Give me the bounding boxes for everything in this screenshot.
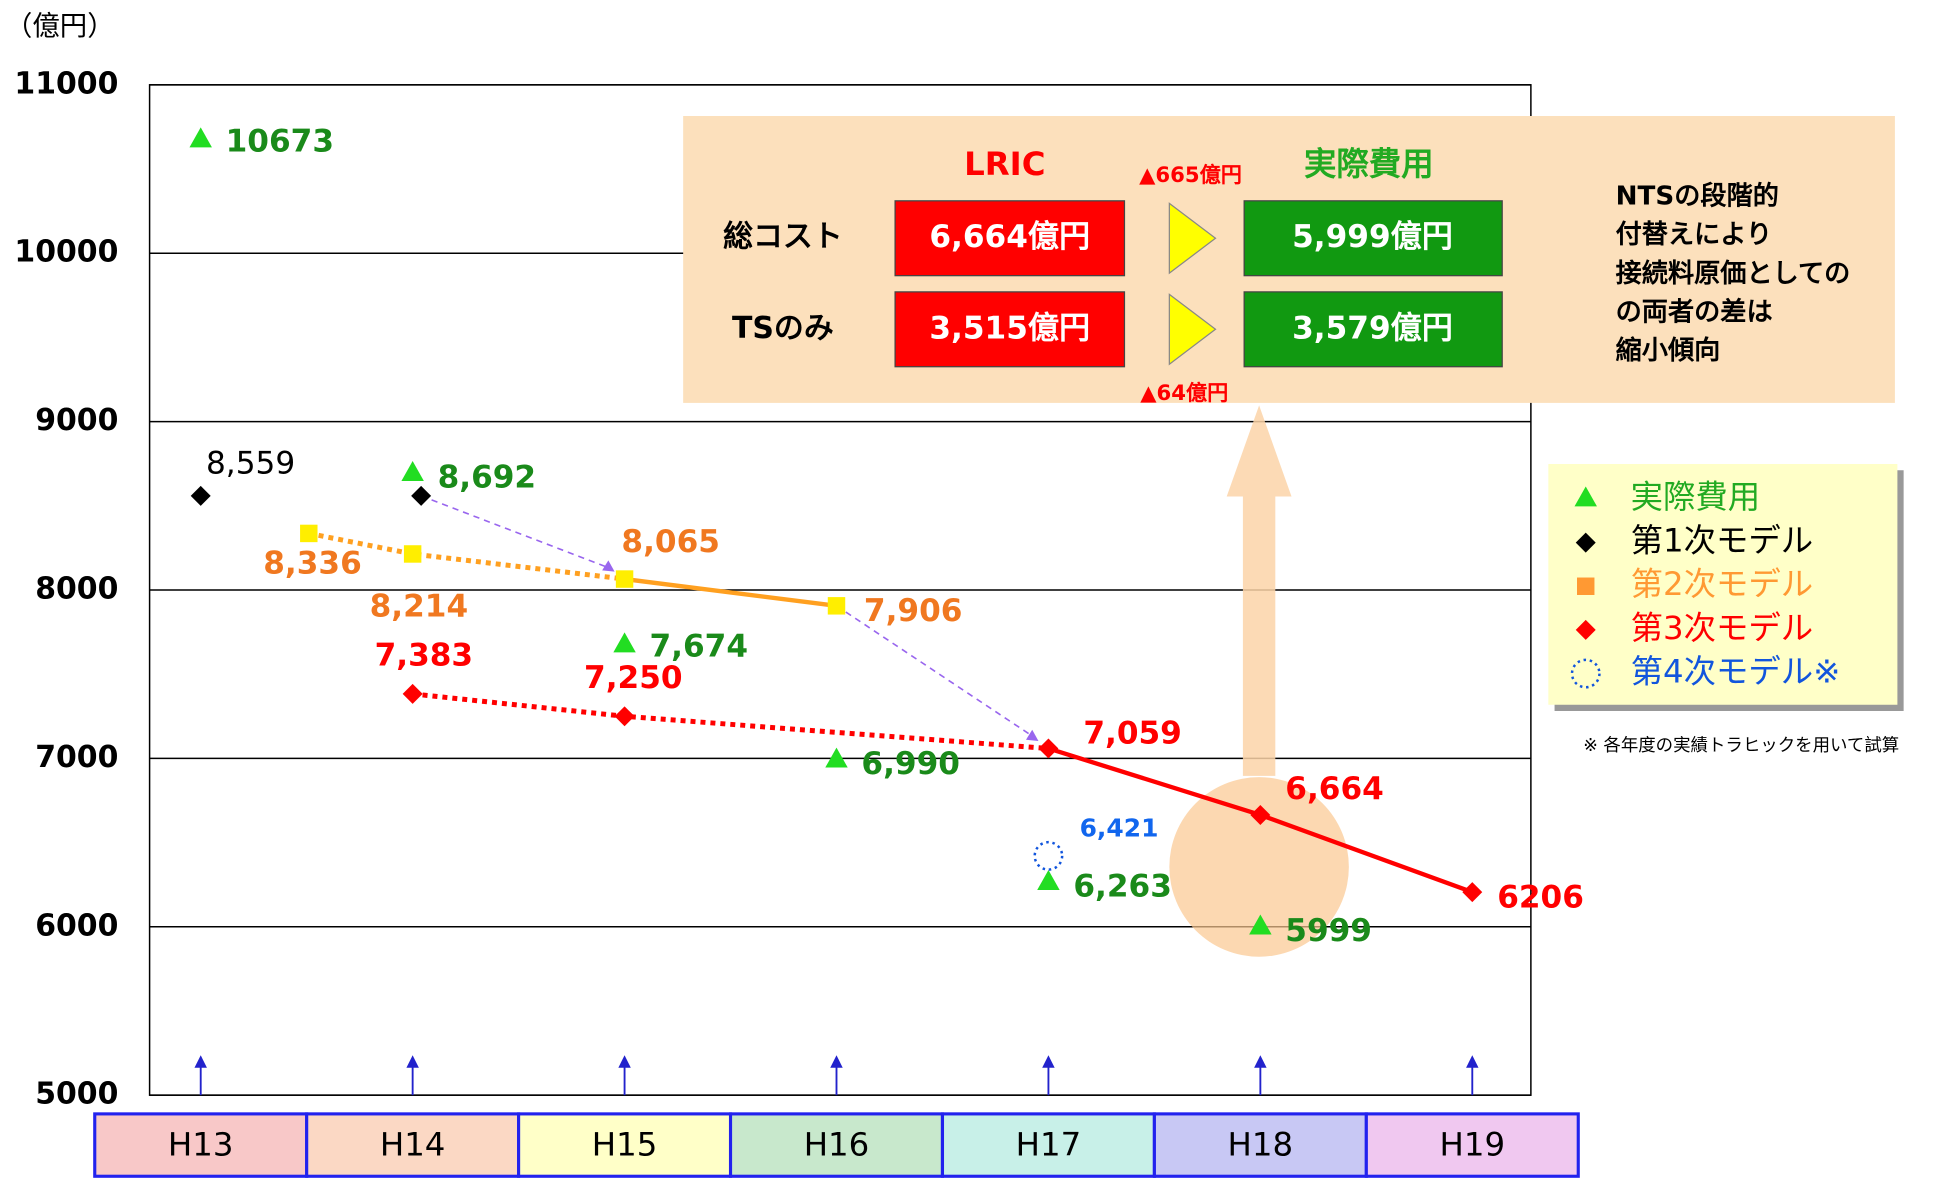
lric-box: [894, 200, 1126, 277]
note-line: 接続料原価としての: [1616, 258, 1851, 289]
marker-triangle: [613, 632, 636, 653]
panel-row-label: TSのみ: [732, 311, 834, 346]
marker-triangle: [1037, 870, 1060, 890]
data-label: 8,214: [370, 589, 469, 625]
panel-header: LRIC: [964, 145, 1045, 183]
data-label: 8,336: [263, 546, 362, 582]
lric-value: 3,515億円: [929, 310, 1090, 346]
data-label: 5999: [1285, 913, 1372, 949]
data-label: 6206: [1497, 879, 1584, 915]
data-label: 8,065: [621, 524, 720, 560]
category-box: [728, 1112, 945, 1178]
panel-diff: ▲64億円: [1140, 380, 1228, 405]
category-arrow-head: [406, 1055, 419, 1068]
note-line: 付替えにより: [1616, 220, 1772, 250]
marker-triangle: [189, 127, 212, 148]
x-tick-label: H18: [1228, 1125, 1294, 1163]
y-tick-label: 9000: [35, 403, 118, 438]
y-tick-label: 10000: [14, 235, 118, 270]
marker-diamond: [1575, 619, 1596, 640]
x-tick-label: H16: [804, 1125, 870, 1163]
marker-circle: [1033, 840, 1064, 871]
marker-diamond: [190, 485, 211, 506]
category-arrow-head: [1042, 1055, 1055, 1068]
actual-box: [1243, 200, 1503, 277]
series-line: [624, 576, 837, 608]
y-tick-label: 11000: [14, 66, 118, 101]
legend-label: 第4次モデル※: [1631, 653, 1841, 691]
marker-triangle: [401, 460, 424, 481]
panel-row-label: 総コスト: [723, 220, 843, 255]
category-arrow-head: [830, 1055, 843, 1068]
actual-value: 5,999億円: [1292, 219, 1453, 255]
marker-diamond: [1462, 882, 1483, 903]
marker-square: [827, 597, 846, 615]
x-tick-label: H14: [380, 1125, 446, 1163]
data-label: 8,692: [438, 459, 537, 495]
marker-square: [403, 545, 422, 563]
x-tick-label: H15: [592, 1125, 658, 1163]
marker-circle: [1570, 658, 1601, 689]
marker-square: [1577, 577, 1595, 595]
data-label: 7,250: [584, 660, 683, 696]
marker-triangle: [1574, 486, 1597, 507]
data-label: 6,263: [1073, 868, 1172, 904]
note-line: NTSの段階的: [1616, 181, 1779, 212]
connector-head: [1025, 729, 1039, 741]
data-label: 6,990: [861, 746, 960, 782]
marker-diamond: [1038, 738, 1059, 759]
lric-value: 6,664億円: [929, 219, 1090, 255]
marker-square: [300, 524, 318, 543]
y-tick-label: 8000: [35, 571, 118, 606]
y-tick-label: 7000: [35, 740, 118, 775]
lric-box: [894, 291, 1126, 368]
y-tick-label: 5000: [35, 1077, 118, 1112]
category-box: [1364, 1112, 1580, 1178]
legend-label: 第3次モデル: [1631, 609, 1814, 647]
actual-value: 3,579億円: [1292, 310, 1453, 346]
panel-diff: ▲665億円: [1139, 162, 1242, 187]
marker-triangle: [1249, 914, 1272, 935]
legend-label: 第2次モデル: [1631, 565, 1814, 603]
x-tick-label: H19: [1439, 1125, 1505, 1163]
category-arrow-head: [1466, 1055, 1479, 1068]
data-label: 7,674: [650, 628, 749, 664]
panel-triangle: [1168, 202, 1217, 275]
highlight-circle: [1169, 777, 1349, 957]
data-label: 7,383: [375, 637, 474, 673]
data-label: 7,906: [864, 593, 963, 629]
category-arrow-head: [1254, 1055, 1267, 1068]
x-tick-label: H13: [168, 1125, 234, 1163]
connector-head: [602, 560, 615, 572]
y-unit: （億円）: [5, 11, 115, 42]
marker-diamond: [1575, 532, 1596, 553]
legend: [1548, 464, 1898, 705]
data-label: 6,421: [1080, 814, 1159, 843]
note-line: 縮小傾向: [1616, 335, 1721, 366]
connector: [420, 495, 613, 570]
note-line: の両者の差は: [1616, 297, 1773, 328]
marker-square: [615, 570, 634, 588]
panel-header: 実際費用: [1304, 145, 1434, 183]
data-label: 8,559: [206, 446, 295, 482]
data-label: 7,059: [1083, 716, 1182, 752]
data-label: 6,664: [1285, 771, 1384, 807]
panel-triangle: [1168, 293, 1217, 366]
legend-label: 実際費用: [1631, 478, 1761, 516]
y-tick-label: 6000: [35, 908, 118, 943]
category-box: [1152, 1112, 1368, 1178]
actual-box: [1243, 291, 1503, 368]
marker-triangle: [825, 747, 848, 768]
x-tick-label: H17: [1016, 1125, 1082, 1163]
category-box: [93, 1112, 309, 1178]
big-arrow: [1226, 405, 1292, 776]
category-box: [517, 1112, 733, 1178]
legend-label: 第1次モデル: [1631, 522, 1814, 560]
footnote: ※ 各年度の実績トラヒックを用いて試算: [1583, 736, 1899, 756]
data-label: 10673: [226, 123, 334, 159]
category-arrow-head: [618, 1055, 631, 1068]
category-arrow-head: [194, 1055, 207, 1068]
marker-diamond: [614, 706, 635, 727]
